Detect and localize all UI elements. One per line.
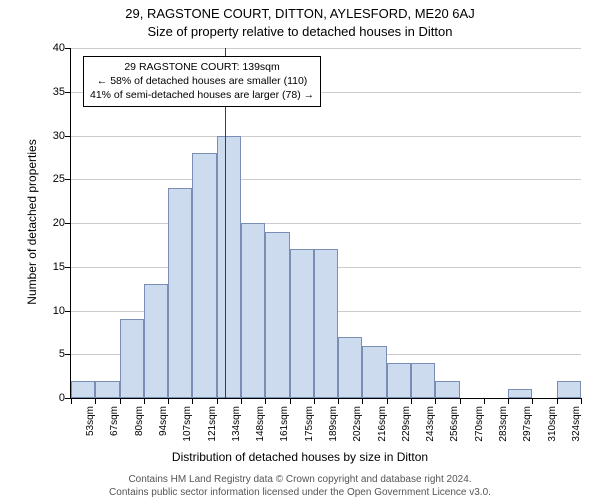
x-tick <box>532 398 533 404</box>
histogram-bar <box>217 136 241 399</box>
histogram-bar <box>387 363 411 398</box>
gridline <box>71 223 581 224</box>
x-tick <box>411 398 412 404</box>
annotation-line: 41% of semi-detached houses are larger (… <box>90 88 314 102</box>
y-tick-label: 40 <box>35 42 65 54</box>
footer-line2: Contains public sector information licen… <box>0 487 600 498</box>
x-tick <box>192 398 193 404</box>
x-tick <box>435 398 436 404</box>
gridline <box>71 136 581 137</box>
x-axis-label: Distribution of detached houses by size … <box>0 450 600 464</box>
x-tick-label: 243sqm <box>425 406 436 456</box>
histogram-bar <box>168 188 192 398</box>
x-tick-label: 297sqm <box>522 406 533 456</box>
x-tick <box>144 398 145 404</box>
histogram-bar <box>144 284 168 398</box>
histogram-bar <box>338 337 362 398</box>
x-tick <box>508 398 509 404</box>
x-tick <box>120 398 121 404</box>
histogram-bar <box>411 363 435 398</box>
histogram-bar <box>290 249 314 398</box>
annotation-line: ← 58% of detached houses are smaller (11… <box>90 74 314 88</box>
annotation-box: 29 RAGSTONE COURT: 139sqm← 58% of detach… <box>83 56 321 107</box>
y-tick-label: 15 <box>35 261 65 273</box>
x-tick <box>241 398 242 404</box>
x-tick-label: 148sqm <box>255 406 266 456</box>
y-tick-label: 10 <box>35 305 65 317</box>
x-tick-label: 53sqm <box>85 406 96 456</box>
histogram-bar <box>314 249 338 398</box>
x-tick-label: 202sqm <box>352 406 363 456</box>
histogram-bar <box>557 381 581 399</box>
annotation-line: 29 RAGSTONE COURT: 139sqm <box>90 60 314 74</box>
histogram-bar <box>508 389 532 398</box>
histogram-bar <box>241 223 265 398</box>
chart-title-line2: Size of property relative to detached ho… <box>0 24 600 39</box>
x-tick <box>314 398 315 404</box>
x-tick-label: 310sqm <box>547 406 558 456</box>
x-tick-label: 189sqm <box>328 406 339 456</box>
x-tick-label: 134sqm <box>231 406 242 456</box>
x-tick <box>338 398 339 404</box>
x-tick-label: 80sqm <box>134 406 145 456</box>
histogram-bar <box>265 232 289 398</box>
y-tick-label: 20 <box>35 217 65 229</box>
y-tick-label: 5 <box>35 348 65 360</box>
x-tick <box>217 398 218 404</box>
footer-line1: Contains HM Land Registry data © Crown c… <box>0 474 600 485</box>
y-axis-label: Number of detached properties <box>25 122 39 322</box>
histogram-bar <box>362 346 386 399</box>
histogram-bar <box>71 381 95 399</box>
x-tick <box>168 398 169 404</box>
x-tick <box>71 398 72 404</box>
x-tick-label: 256sqm <box>449 406 460 456</box>
gridline <box>71 179 581 180</box>
x-tick-label: 175sqm <box>304 406 315 456</box>
x-tick <box>557 398 558 404</box>
x-tick-label: 324sqm <box>571 406 582 456</box>
x-tick-label: 270sqm <box>474 406 485 456</box>
x-tick <box>484 398 485 404</box>
x-tick <box>460 398 461 404</box>
plot-area: 051015202530354053sqm67sqm80sqm94sqm107s… <box>70 48 581 399</box>
y-tick-label: 30 <box>35 130 65 142</box>
histogram-bar <box>435 381 459 399</box>
x-tick-label: 67sqm <box>109 406 120 456</box>
x-tick-label: 229sqm <box>401 406 412 456</box>
y-tick-label: 25 <box>35 173 65 185</box>
x-tick-label: 216sqm <box>377 406 388 456</box>
gridline <box>71 48 581 49</box>
chart-title-line1: 29, RAGSTONE COURT, DITTON, AYLESFORD, M… <box>0 6 600 21</box>
x-tick-label: 121sqm <box>207 406 218 456</box>
y-tick-label: 35 <box>35 86 65 98</box>
x-tick <box>581 398 582 404</box>
histogram-bar <box>192 153 216 398</box>
chart-container: 29, RAGSTONE COURT, DITTON, AYLESFORD, M… <box>0 0 600 500</box>
x-tick <box>387 398 388 404</box>
x-tick-label: 161sqm <box>279 406 290 456</box>
x-tick <box>95 398 96 404</box>
x-tick <box>265 398 266 404</box>
histogram-bar <box>120 319 144 398</box>
x-tick-label: 283sqm <box>498 406 509 456</box>
x-tick-label: 94sqm <box>158 406 169 456</box>
x-tick <box>362 398 363 404</box>
histogram-bar <box>95 381 119 399</box>
x-tick-label: 107sqm <box>182 406 193 456</box>
x-tick <box>290 398 291 404</box>
y-tick-label: 0 <box>35 392 65 404</box>
